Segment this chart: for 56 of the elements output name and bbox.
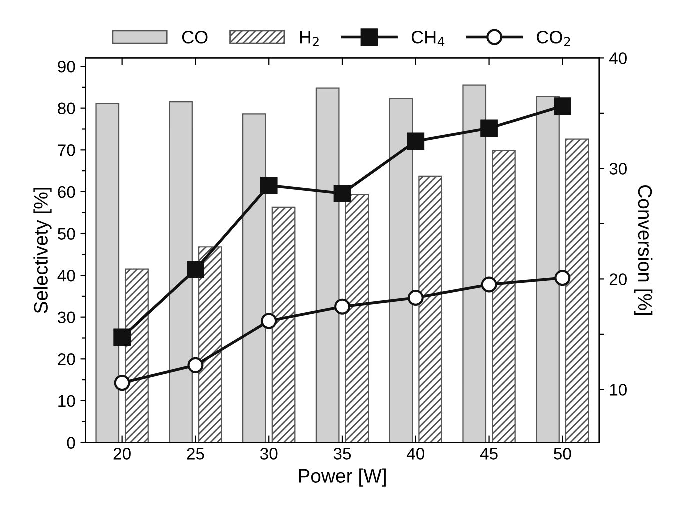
x-tick-label: 40	[407, 448, 425, 460]
y-tick-label: 80	[58, 102, 76, 115]
bar	[125, 268, 149, 443]
y2-tick-label: 40	[609, 52, 627, 64]
bar	[169, 102, 193, 443]
x-axis-title: Power [W]	[299, 468, 386, 487]
bar	[389, 98, 414, 443]
y2-tick-label: 10	[610, 384, 627, 396]
point	[261, 313, 278, 330]
y2-axis-title: Conversion [%]	[634, 186, 653, 316]
x-tick-label: 35	[334, 448, 352, 460]
point	[554, 98, 572, 115]
point	[334, 298, 350, 315]
point	[481, 276, 498, 293]
y-tick-label: 20	[58, 354, 76, 366]
y-tick-label: 60	[58, 186, 76, 198]
y2-tick-label: 30	[610, 163, 627, 175]
point	[188, 357, 204, 374]
bar	[198, 246, 222, 443]
legend-label: CO	[182, 31, 208, 44]
bar	[418, 176, 442, 443]
y2-tick-label: 20	[610, 274, 627, 286]
x-tick-label: 50	[554, 448, 572, 460]
x-tick-label: 30	[260, 448, 278, 460]
y-tick-label: 90	[58, 60, 76, 73]
y-tick-label: 50	[58, 228, 76, 240]
bar	[242, 114, 266, 443]
point	[408, 290, 424, 306]
bar	[492, 150, 516, 443]
bar	[96, 103, 120, 443]
legend-label: CH$_{4}$	[412, 30, 445, 47]
point	[114, 375, 130, 392]
bar	[316, 88, 340, 443]
legend-label: H$_{2}$	[300, 31, 319, 47]
x-tick-label: 45	[480, 448, 498, 460]
bar	[536, 96, 560, 443]
legend-label: CO$_{2}$	[537, 30, 570, 47]
x-tick-label: 25	[187, 448, 204, 460]
y-tick-label: 40	[58, 270, 76, 282]
bar	[345, 194, 370, 443]
x-tick-label: 20	[114, 448, 131, 460]
bar	[272, 206, 296, 443]
point	[334, 184, 352, 202]
point	[407, 132, 425, 150]
bar	[462, 84, 487, 443]
point	[114, 328, 132, 346]
point	[554, 270, 571, 286]
y-tick-label: 10	[58, 395, 76, 408]
y-tick-label: 0	[67, 437, 76, 449]
point	[260, 176, 278, 194]
bar	[565, 138, 590, 443]
y-tick-label: 30	[58, 312, 76, 324]
y-tick-label: 70	[58, 144, 76, 156]
point	[187, 261, 204, 278]
point	[480, 120, 498, 138]
y-axis-title: Selectivety [%]	[34, 188, 52, 314]
